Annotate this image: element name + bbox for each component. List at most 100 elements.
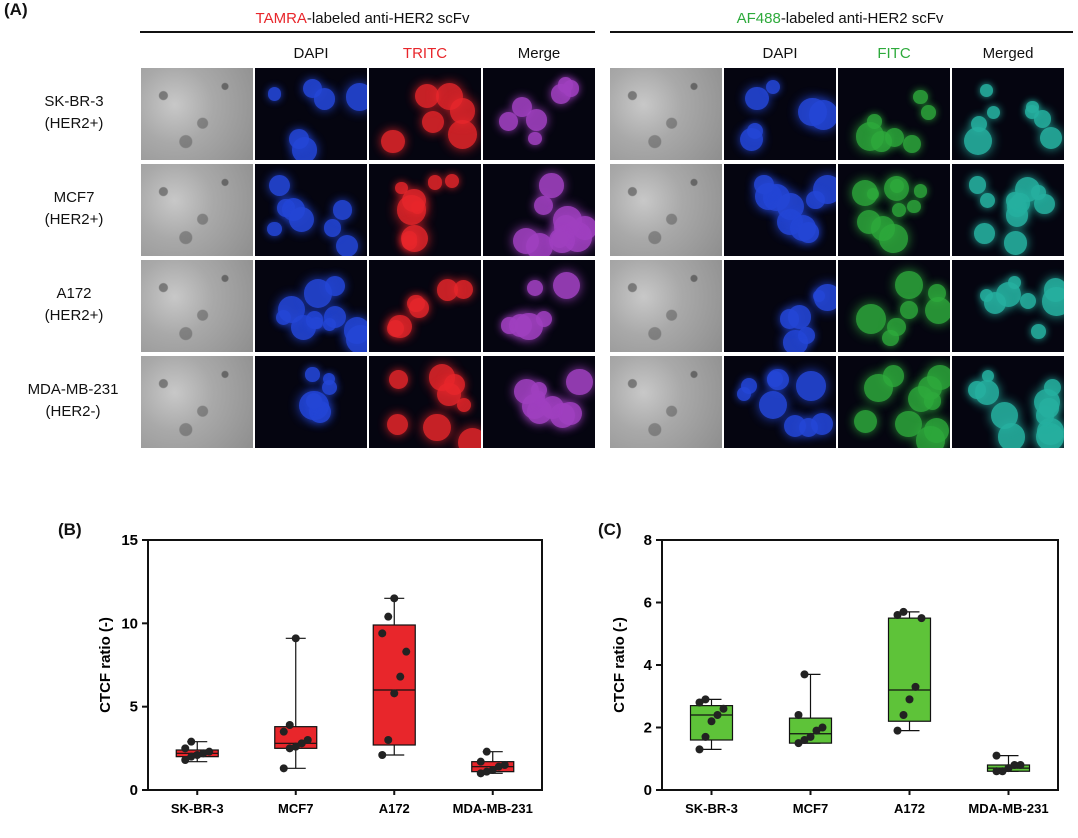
micrograph-af488-mdamb231-merge — [952, 356, 1064, 448]
data-point — [390, 594, 399, 603]
row-label-line2: (HER2-) — [45, 403, 101, 420]
data-point — [285, 744, 294, 753]
cell-blob — [1020, 292, 1037, 309]
data-point — [899, 607, 908, 616]
cell-blob — [551, 230, 569, 248]
cell-blob — [882, 329, 899, 347]
data-point — [384, 736, 393, 744]
data-point — [911, 682, 920, 691]
row-label-line2: (HER2+) — [44, 211, 104, 228]
x-tick-label: MDA-MB-231 — [453, 801, 533, 816]
cell-blob — [968, 176, 987, 194]
cell-blob — [766, 368, 789, 391]
cell-blob — [806, 191, 825, 210]
data-point — [992, 751, 1001, 760]
data-point — [794, 711, 803, 719]
cell-blob — [449, 98, 476, 124]
data-point — [488, 766, 497, 774]
cell-blob — [386, 319, 404, 337]
cell-blob — [268, 174, 291, 197]
micrograph-tamra-skbr3-dapi — [255, 68, 367, 160]
cell-blob — [267, 87, 282, 101]
data-point — [378, 751, 387, 759]
micrograph-tamra-mcf7-merge — [483, 164, 595, 256]
cell-blob — [415, 83, 440, 108]
cell-blob — [879, 224, 908, 253]
micrograph-af488-mcf7-signal — [838, 164, 950, 256]
cell-blob — [436, 279, 458, 301]
data-point — [476, 757, 485, 766]
cell-blob — [513, 227, 540, 255]
cell-blob — [814, 284, 836, 311]
panel-c-label: (C) — [598, 520, 622, 539]
col-head-fitc: FITC — [877, 45, 911, 62]
micrograph-tamra-mcf7-dapi — [255, 164, 367, 256]
cell-blob — [798, 326, 815, 344]
micrograph-af488-skbr3-dapi — [724, 68, 836, 160]
cell-blob — [974, 380, 1000, 405]
row-label-line2: (HER2+) — [44, 307, 104, 324]
micrograph-tamra-a172-brightfield — [141, 260, 253, 352]
cell-blob — [386, 413, 409, 436]
row-label-line1: A172 — [56, 285, 92, 302]
cell-blob — [980, 84, 994, 97]
cell-blob — [305, 367, 320, 382]
chart-b: 0 5 10 15 CTCF ratio (-) SK-BR-3 MCF7 A172 MDA-M… — [97, 532, 543, 816]
cell-blob — [1039, 127, 1062, 149]
y-tick-label: 0 — [130, 782, 138, 799]
data-point — [899, 711, 908, 719]
cell-blob — [798, 418, 818, 438]
data-point — [893, 726, 902, 735]
cell-blob — [539, 173, 564, 198]
row-label-line2: (HER2+) — [44, 115, 104, 132]
micrograph-tamra-mdamb231-signal — [369, 356, 481, 448]
tamra-label: TAMRA — [255, 10, 307, 27]
cell-blob — [1005, 204, 1029, 227]
col-head-merge: Merge — [517, 45, 561, 62]
micrograph-af488-a172-merge — [952, 260, 1064, 352]
x-tick-label: A172 — [379, 801, 410, 816]
y-tick-label: 0 — [644, 782, 652, 799]
cell-blob — [787, 305, 812, 329]
data-point — [187, 737, 196, 746]
left-group-title: TAMRA-labeled anti-HER2 scFv — [140, 10, 585, 27]
cell-blob — [346, 325, 367, 352]
col-head-merged: Merged — [982, 45, 1034, 62]
data-point — [812, 726, 821, 735]
row-label-skbr3: SK-BR-3 (HER2+) — [14, 91, 134, 135]
cell-blob — [409, 297, 430, 318]
cell-blob — [1039, 398, 1059, 418]
cell-blob — [987, 105, 1001, 119]
cell-blob — [798, 97, 827, 127]
micrograph-tamra-mcf7-brightfield — [141, 164, 253, 256]
cell-blob — [913, 184, 928, 198]
data-point — [291, 634, 300, 643]
micrograph-tamra-a172-signal — [369, 260, 481, 352]
cell-blob — [321, 379, 337, 395]
cell-blob — [899, 301, 918, 319]
micrograph-tamra-skbr3-merge — [483, 68, 595, 160]
cell-blob — [533, 195, 553, 215]
micrograph-af488-mdamb231-signal — [838, 356, 950, 448]
data-point — [707, 717, 716, 726]
row-label-line1: MDA-MB-231 — [27, 381, 119, 398]
micrograph-af488-mcf7-dapi — [724, 164, 836, 256]
micrograph-tamra-mdamb231-merge — [483, 356, 595, 448]
y-axis-label: CTCF ratio (-) — [611, 617, 628, 713]
cell-blob — [309, 316, 323, 330]
data-point — [482, 747, 491, 756]
cell-blob — [864, 373, 893, 403]
cell-blob — [323, 219, 342, 237]
cell-blob — [306, 392, 323, 409]
cell-blob — [984, 291, 1007, 314]
chart-c: 0 2 4 6 8 CTCF ratio (-) SK-BR-3 MCF7 A172 MDA-MB… — [611, 532, 1059, 816]
x-tick-label: MCF7 — [278, 801, 313, 816]
cell-blob — [336, 234, 359, 256]
cell-blob — [889, 178, 905, 193]
cell-blob — [402, 188, 426, 213]
data-point — [800, 736, 809, 744]
micrograph-af488-mcf7-brightfield — [610, 164, 722, 256]
cell-blob — [871, 131, 892, 152]
cell-blob — [313, 88, 336, 110]
cell-blob — [736, 387, 752, 402]
